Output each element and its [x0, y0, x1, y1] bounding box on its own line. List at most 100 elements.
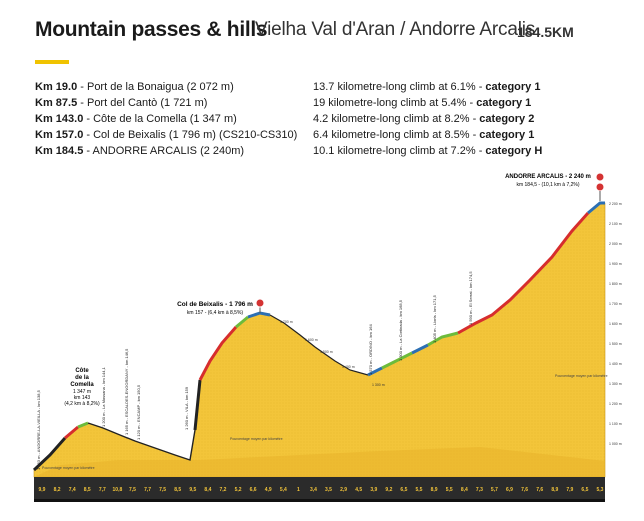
- road-segment-blue: [367, 366, 383, 377]
- gradient-percentage: 6,6: [250, 487, 257, 493]
- y-tick: 2 100 m: [609, 222, 622, 226]
- road-segment-dark: [269, 314, 369, 376]
- gradient-percentage: 7,5: [159, 487, 166, 493]
- gradient-percentage: 6,9: [506, 487, 513, 493]
- town-label: 1 570 m - ORDINO - km 164: [368, 324, 373, 375]
- y-tick: 1 900 m: [609, 262, 622, 266]
- climb-description: 6.4 kilometre-long climb at 8.5% - categ…: [313, 129, 534, 141]
- town-label: 1 120 m - ENCAMP - km 150,5: [136, 384, 141, 440]
- road-segment-red: [457, 212, 590, 335]
- summit-marker-beixalis: [255, 298, 265, 313]
- climb-row: Km 184.5 - ANDORRE ARCALIS (2 240m) 10.1…: [35, 145, 635, 161]
- gradient-percentage: 4,5: [355, 487, 362, 493]
- altitude-label: 1 700 m: [280, 320, 293, 324]
- gradient-note: Pourcentage moyen par kilomètre: [230, 437, 283, 441]
- climb-stats: 6.4 kilometre-long climb at 8.5% -: [313, 129, 480, 141]
- profile-base-shadow: [34, 499, 605, 502]
- summit-label-beixalis: Col de Beixalis - 1 796 m: [177, 301, 253, 308]
- climb-km: Km 19.0: [35, 81, 78, 93]
- climb-row: Km 157.0 - Col de Beixalis (1 796 m) (CS…: [35, 129, 635, 145]
- gradient-percentage: 8,2: [54, 487, 61, 493]
- gradient-percentage: 7,5: [129, 487, 136, 493]
- y-tick: 1 400 m: [609, 362, 622, 366]
- gradient-percentage: 6,5: [400, 487, 407, 493]
- profile-svg: Côte de la Comella 1 347 m km 143 (4,2 k…: [32, 172, 622, 502]
- road-segment-red: [198, 326, 238, 381]
- gradient-percentage: 8,9: [431, 487, 438, 493]
- y-tick: 2 200 m: [609, 202, 622, 206]
- gradient-percentage: 8,5: [84, 487, 91, 493]
- profile-area: [33, 202, 606, 478]
- summit-label-beixalis: km 157 - (6,4 km à 8,5%): [187, 310, 243, 316]
- altitude-label: 1 500 m: [320, 350, 333, 354]
- gradient-percentage: 3,9: [370, 487, 377, 493]
- road-segment-dark: [193, 379, 202, 431]
- elevation-profile: Côte de la Comella 1 347 m km 143 (4,2 k…: [0, 165, 644, 516]
- road-segment-blue: [411, 343, 429, 355]
- town-label: 1 200 m - La Massana - km 144,1: [101, 366, 106, 427]
- gradient-percentage: 6,5: [581, 487, 588, 493]
- page-title: Mountain passes & hills: [35, 18, 268, 41]
- summit-label-comella: Comella: [70, 382, 94, 388]
- gradient-percentage: 10,8: [113, 487, 123, 493]
- y-tick: 1 800 m: [609, 282, 622, 286]
- climb-km: Km 87.5: [35, 97, 78, 109]
- climb-location: Km 143.0 - Côte de la Comella (1 347 m): [35, 113, 237, 125]
- road-segment-blue: [587, 201, 605, 215]
- accent-bar: [35, 60, 69, 64]
- climb-description: 19 kilometre-long climb at 5.4% - catego…: [313, 97, 531, 109]
- gradient-percentage: 7,4: [69, 487, 76, 493]
- climb-location: Km 184.5 - ANDORRE ARCALIS (2 240m): [35, 145, 244, 157]
- road-segment-red: [64, 425, 79, 440]
- town-labels: 1 063 m - ANDORRE-LA-VIEILLA - km 138,5 …: [36, 271, 473, 470]
- gradient-percentage: 8,4: [461, 487, 468, 493]
- gradient-percentage: 5,2: [235, 487, 242, 493]
- climb-description: 4.2 kilometre-long climb at 8.2% - categ…: [313, 113, 534, 125]
- climb-name: - Col de Beixalis (1 796 m) (CS210-CS310…: [83, 129, 298, 141]
- gradient-percentage: 1: [297, 487, 300, 493]
- gradient-percentage: 3,5: [325, 487, 332, 493]
- profile-base-band: [34, 477, 605, 499]
- gradient-note: Pourcentage moyen par kilomètre: [42, 466, 95, 470]
- y-tick: 1 000 m: [609, 442, 622, 446]
- road-segment-green: [381, 351, 413, 370]
- town-label: 1 260 m - VILA - km 159: [184, 386, 189, 430]
- gradient-percentage: 3,4: [310, 487, 317, 493]
- climb-category: category 2: [479, 113, 535, 125]
- climb-category: category H: [485, 145, 543, 157]
- gradient-percentage: 7,9: [566, 487, 573, 493]
- y-tick: 2 000 m: [609, 242, 622, 246]
- gradient-percentage: 9,5: [189, 487, 196, 493]
- summit-label-comella: (4,2 km à 8,2%): [64, 401, 100, 407]
- town-label: 1 590 m - El Serrat - km 174,5: [468, 271, 473, 325]
- climb-stats: 4.2 kilometre-long climb at 8.2% -: [313, 113, 480, 125]
- gradient-percentage: 5,5: [446, 487, 453, 493]
- climb-location: Km 157.0 - Col de Beixalis (1 796 m) (CS…: [35, 129, 297, 141]
- gradient-percentage: 4,9: [265, 487, 272, 493]
- gradient-percentage: 5,7: [491, 487, 498, 493]
- summit-label-comella: km 143: [74, 395, 91, 401]
- gradient-percentage: 7,2: [220, 487, 227, 493]
- gradient-percentage: 5,5: [416, 487, 423, 493]
- climb-location: Km 19.0 - Port de la Bonaigua (2 072 m): [35, 81, 234, 93]
- town-label: 1 405 m - Llorts - km 171,5: [432, 294, 437, 343]
- climb-category: category 1: [485, 81, 541, 93]
- climb-km: Km 143.0: [35, 113, 84, 125]
- gradient-percentage: 7,6: [521, 487, 528, 493]
- y-tick: 1 500 m: [609, 342, 622, 346]
- gradient-percentage: 2,9: [340, 487, 347, 493]
- summit-label-comella: Côte: [75, 368, 89, 374]
- y-tick: 1 200 m: [609, 402, 622, 406]
- climb-name: - Port del Cantò (1 721 m): [77, 97, 208, 109]
- summit-label-arcalis: ANDORRE ARCALIS - 2 240 m: [505, 174, 591, 180]
- altitude-label: 1 600 m: [305, 338, 318, 342]
- profile-shade: [34, 447, 605, 477]
- road-segment-dark: [87, 422, 196, 461]
- gradient-percentages: 9,9 8,2 7,4 8,5 7,7 10,8 7,5 7,7 7,5 8,5 9,5 8,4 7,2…: [39, 487, 604, 493]
- climb-location: Km 87.5 - Port del Cantò (1 721 m): [35, 97, 207, 109]
- road-segment-green: [427, 331, 459, 347]
- road-segment-green: [77, 421, 89, 429]
- gradient-note: Pourcentage moyen par kilomètre: [555, 374, 608, 378]
- road-segment-green: [235, 315, 249, 329]
- header: Mountain passes & hills Vielha Val d'Ara…: [35, 16, 635, 50]
